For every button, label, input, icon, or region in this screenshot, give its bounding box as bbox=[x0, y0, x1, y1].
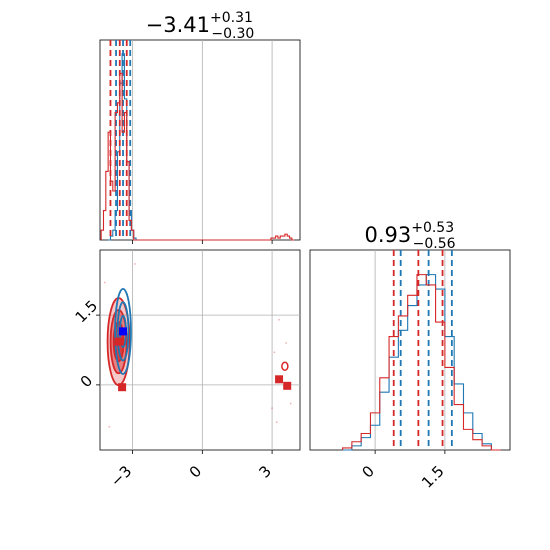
joint-ytick-label-1: 1.5 bbox=[72, 297, 102, 327]
sample-point-7 bbox=[133, 263, 136, 265]
top-title-sup: +0.31 bbox=[210, 10, 253, 26]
right-title-main: 0.93 bbox=[364, 223, 411, 247]
sample-point-6 bbox=[103, 281, 106, 284]
right-title-sup: +0.53 bbox=[411, 220, 454, 236]
red-marker-3 bbox=[283, 381, 292, 390]
top-title-main: −3.41 bbox=[146, 13, 210, 37]
sample-point-4 bbox=[289, 402, 292, 405]
sample-point-5 bbox=[275, 421, 278, 423]
sample-point-2 bbox=[271, 407, 273, 410]
right-frame bbox=[309, 249, 511, 451]
top-title: −3.41+0.31 −0.30 bbox=[146, 10, 255, 42]
right-title-sub: −0.56 bbox=[413, 236, 456, 252]
sample-point-0 bbox=[273, 351, 276, 354]
red-marker-2 bbox=[275, 375, 284, 384]
right-title: 0.93+0.53 −0.56 bbox=[364, 220, 455, 252]
joint-ytick-label-0: 0 bbox=[77, 372, 96, 391]
top-frame bbox=[99, 39, 301, 241]
right-xtick-label-1: 1.5 bbox=[418, 462, 448, 492]
joint-xtick-label-0: −3 bbox=[107, 462, 135, 490]
sample-point-3 bbox=[285, 342, 287, 344]
red-marker-1 bbox=[118, 383, 127, 392]
red-outlier-contour bbox=[281, 361, 289, 372]
top-title-sub: −0.30 bbox=[211, 26, 254, 42]
sample-point-8 bbox=[108, 425, 111, 428]
right-xtick-label-0: 0 bbox=[358, 462, 377, 481]
joint-frame bbox=[99, 249, 301, 451]
blue-contour-1 bbox=[116, 301, 130, 362]
marginal-panel-param-2: 0 1.5 0.93+0.53 −0.56 bbox=[309, 220, 511, 492]
blue-contour-0 bbox=[114, 287, 132, 375]
joint-contour-panel: −3 0 3 0 1.5 bbox=[72, 249, 301, 490]
joint-xtick-label-2: 3 bbox=[255, 462, 274, 481]
hist-series-right-1 bbox=[342, 274, 501, 451]
sample-point-1 bbox=[278, 318, 280, 321]
marginal-panel-param-1: −3.41+0.31 −0.30 bbox=[99, 10, 301, 244]
blue-marker-0 bbox=[119, 327, 128, 336]
red-marker-0 bbox=[114, 337, 123, 346]
hist-series-top-1 bbox=[100, 72, 295, 241]
joint-xtick-label-1: 0 bbox=[186, 462, 205, 481]
